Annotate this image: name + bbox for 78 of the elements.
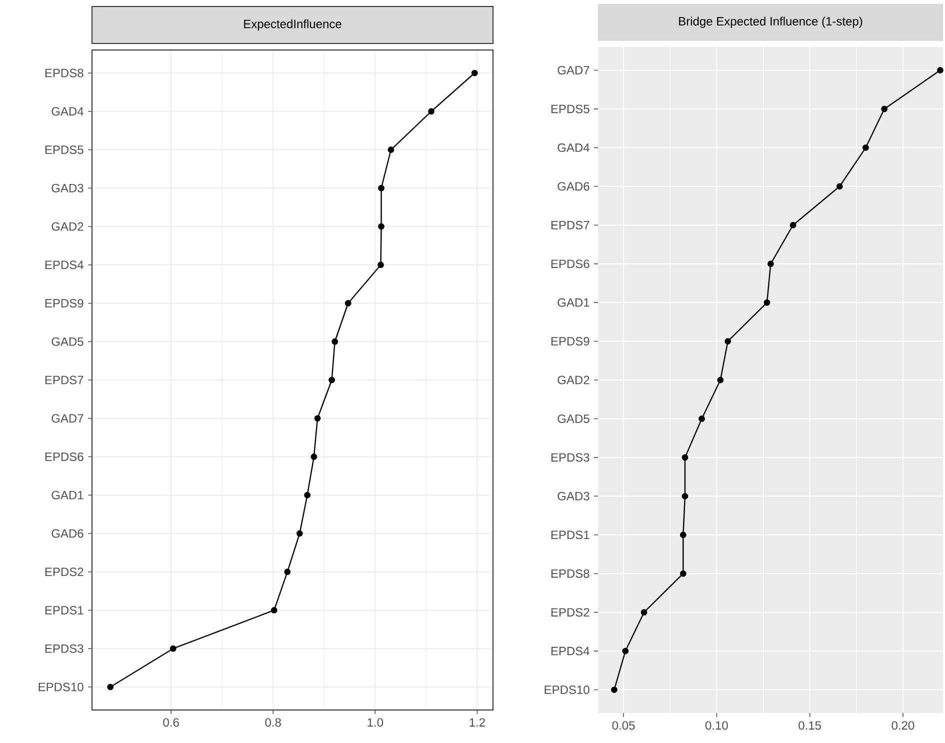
y-tick-label: EPDS8 (45, 68, 84, 78)
point (682, 492, 688, 500)
y-tick-label: EPDS9 (551, 337, 590, 346)
point (790, 222, 796, 228)
point (310, 454, 318, 460)
y-tick-label: GAD7 (558, 66, 590, 74)
point (304, 492, 310, 498)
y-tick-label: EPDS3 (551, 453, 590, 462)
y-tick-label: EPDS7 (551, 220, 590, 230)
y-tick-label: EPDS10 (38, 682, 84, 692)
point (622, 648, 629, 654)
point (314, 415, 321, 422)
x-tick-label: 1.0 (368, 718, 384, 727)
point (170, 645, 176, 652)
y-tick-label: EPDS7 (45, 376, 84, 384)
point (378, 262, 384, 268)
x-tick-label: 0.6 (163, 718, 179, 727)
y-tick-label: EPDS2 (551, 608, 590, 617)
y-tick-label: EPDS4 (551, 646, 590, 656)
point (724, 338, 732, 344)
y-tick-label: GAD1 (558, 298, 590, 307)
x-tick-label: 0.20 (892, 721, 914, 730)
y-tick-label: GAD2 (52, 222, 84, 231)
point (611, 686, 618, 693)
y-tick-label: EPDS3 (45, 644, 84, 653)
point (680, 570, 686, 577)
y-tick-label: GAD6 (558, 182, 590, 191)
point (296, 530, 303, 537)
y-tick-label: GAD5 (52, 337, 84, 346)
point (471, 70, 478, 76)
point (378, 184, 384, 192)
point (862, 144, 869, 151)
x-tick-label: 0.05 (612, 721, 635, 730)
y-tick-label: EPDS9 (45, 299, 84, 308)
point (344, 300, 352, 306)
y-tick-label: GAD3 (558, 492, 590, 500)
x-tick-label: 0.10 (705, 721, 728, 730)
point (767, 260, 774, 268)
point (764, 299, 770, 306)
point (717, 376, 724, 384)
y-tick-label: EPDS6 (551, 260, 590, 268)
y-tick-label: GAD4 (558, 143, 590, 152)
point (284, 568, 291, 576)
chart-title: Bridge Expected Influence (1-step) (679, 16, 862, 28)
y-tick-label: GAD2 (558, 376, 590, 384)
point (937, 67, 944, 74)
y-tick-label: EPDS8 (551, 569, 590, 578)
y-tick-label: EPDS4 (45, 260, 84, 270)
y-tick-label: GAD3 (52, 184, 84, 192)
y-tick-label: EPDS1 (45, 606, 84, 614)
chart-title: ExpectedInfluence (244, 19, 342, 31)
y-tick-label: EPDS6 (45, 452, 84, 461)
point (881, 106, 888, 112)
y-tick-label: GAD6 (52, 529, 84, 538)
x-tick-label: 0.15 (798, 721, 821, 730)
point (698, 416, 705, 422)
x-tick-label: 1.2 (470, 718, 485, 727)
point (388, 146, 394, 153)
point (682, 454, 688, 461)
point (328, 376, 335, 384)
y-tick-label: EPDS2 (45, 568, 84, 576)
point (332, 338, 338, 345)
y-tick-label: GAD4 (52, 107, 84, 116)
point (428, 108, 434, 115)
y-tick-label: GAD5 (558, 414, 590, 423)
y-tick-label: GAD7 (52, 414, 84, 423)
point (680, 532, 686, 538)
point (836, 183, 843, 190)
y-tick-label: EPDS10 (544, 686, 590, 694)
point (640, 609, 648, 616)
y-tick-label: EPDS5 (551, 104, 590, 114)
y-tick-label: EPDS1 (551, 530, 590, 540)
point (107, 684, 114, 690)
y-tick-label: EPDS5 (45, 146, 84, 154)
point (378, 223, 384, 230)
y-tick-label: GAD1 (52, 490, 84, 500)
point (270, 607, 278, 614)
x-tick-label: 0.8 (265, 718, 281, 727)
